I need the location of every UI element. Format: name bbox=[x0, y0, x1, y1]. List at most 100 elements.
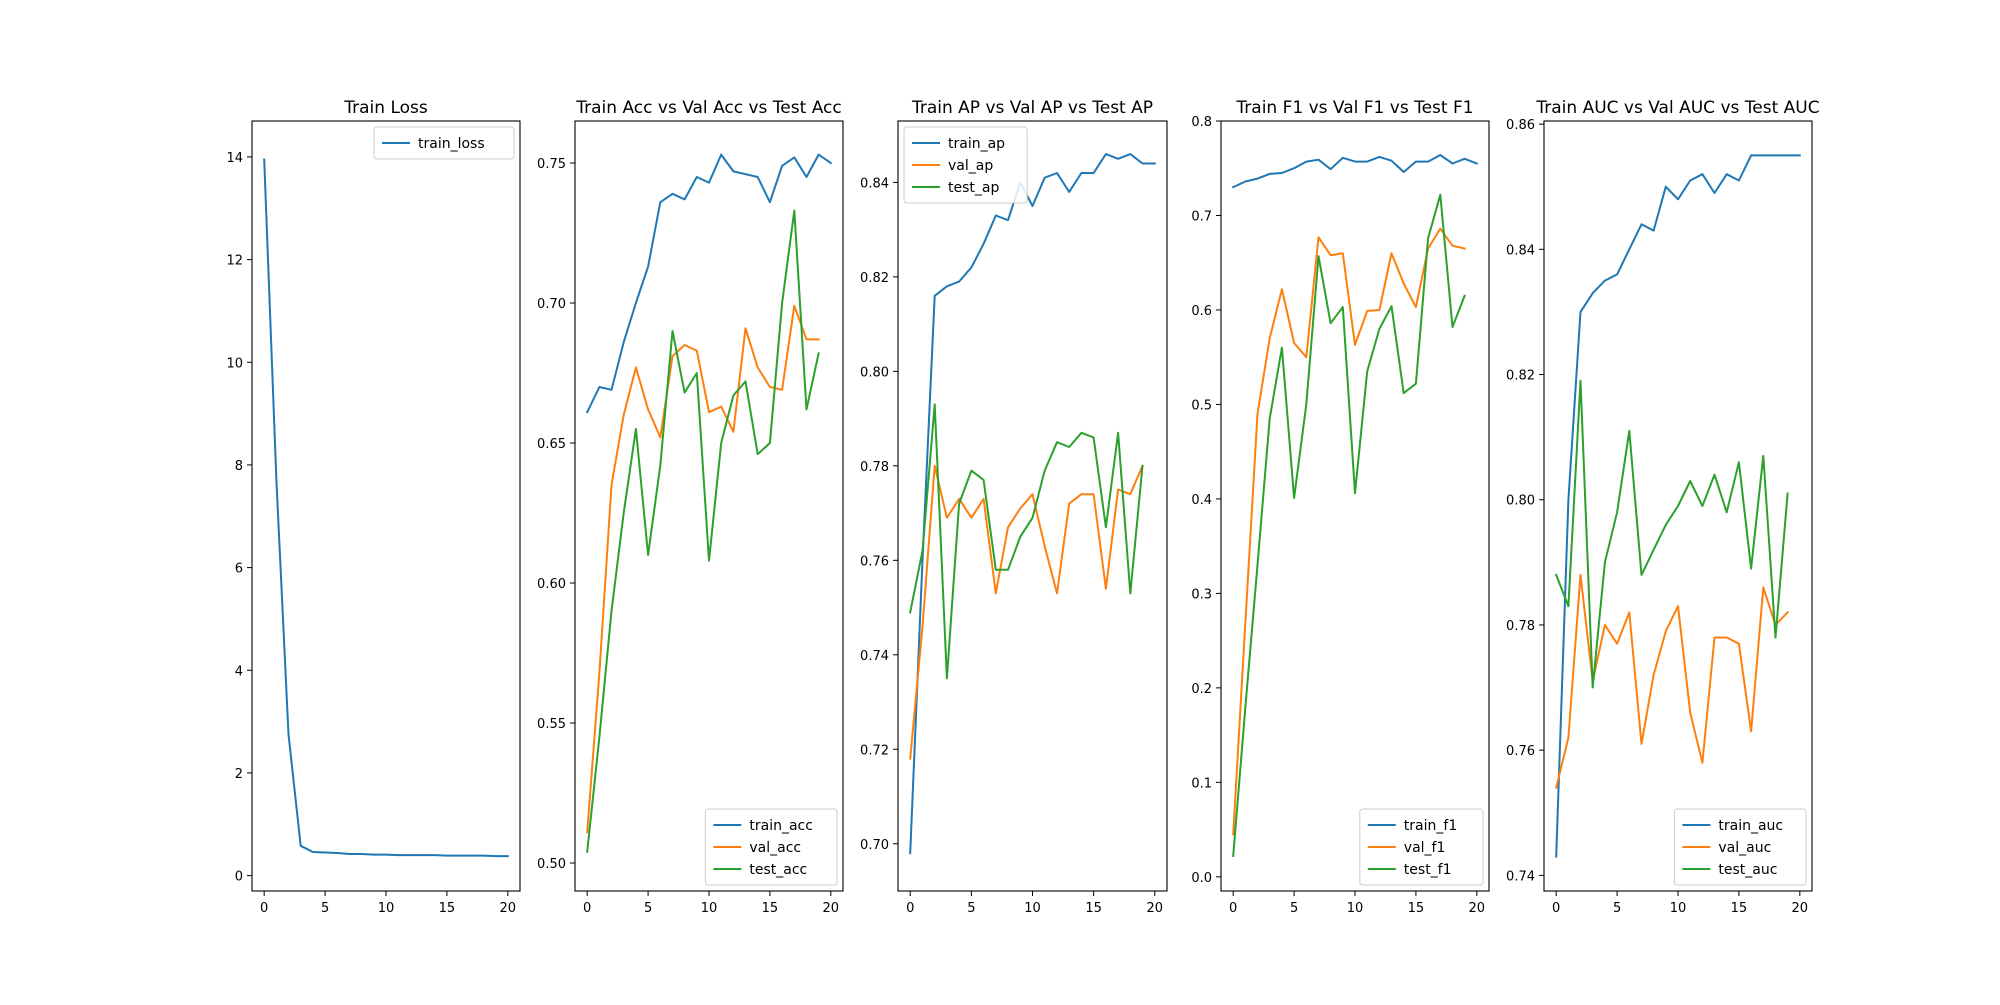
series-line-test_auc bbox=[1554, 379, 1789, 689]
legend: train_loss bbox=[373, 126, 515, 160]
subplot-title: Train AP vs Val AP vs Test AP bbox=[911, 98, 1153, 118]
series-line-test_ap bbox=[909, 403, 1144, 680]
legend-label-train_ap: train_ap bbox=[948, 136, 1005, 152]
x-tick-label: 0 bbox=[1552, 901, 1560, 916]
series-line-train_ap bbox=[909, 153, 1156, 855]
x-tick-label: 10 bbox=[701, 901, 718, 916]
y-tick-label: 4 bbox=[235, 664, 243, 679]
legend-label-train_auc: train_auc bbox=[1718, 818, 1783, 834]
y-tick-label: 0.65 bbox=[537, 437, 566, 452]
x-tick-label: 0 bbox=[583, 901, 591, 916]
series-line-test_acc bbox=[586, 209, 820, 853]
legend: train_f1 val_f1 test_f1 bbox=[1359, 808, 1484, 886]
x-tick-label: 10 bbox=[1347, 901, 1364, 916]
x-tick-label: 15 bbox=[1731, 901, 1748, 916]
y-tick-label: 0.2 bbox=[1191, 682, 1212, 697]
y-tick-label: 0.60 bbox=[537, 577, 566, 592]
y-tick-label: 0.4 bbox=[1191, 493, 1212, 508]
legend-label-val_ap: val_ap bbox=[948, 158, 993, 174]
series-line-test_f1 bbox=[1232, 193, 1466, 858]
x-tick-label: 5 bbox=[1613, 901, 1621, 916]
x-tick-label: 20 bbox=[1792, 901, 1809, 916]
legend-label-val_acc: val_acc bbox=[749, 840, 801, 856]
legend-label-val_f1: val_f1 bbox=[1404, 840, 1446, 856]
legend-label-test_auc: test_auc bbox=[1718, 862, 1777, 878]
x-tick-label: 0 bbox=[260, 901, 268, 916]
legend-box bbox=[1359, 808, 1484, 886]
legend: train_acc val_acc test_acc bbox=[704, 808, 838, 886]
series-line-train_auc bbox=[1555, 154, 1801, 858]
series-line-train_loss bbox=[263, 158, 509, 858]
y-tick-label: 0.86 bbox=[1506, 118, 1535, 133]
legend-label-val_auc: val_auc bbox=[1718, 840, 1771, 856]
subplot-title: Train F1 vs Val F1 vs Test F1 bbox=[1235, 98, 1473, 118]
series-line-val_acc bbox=[586, 304, 820, 834]
y-tick-label: 0.82 bbox=[1506, 369, 1535, 384]
series-line-train_acc bbox=[585, 153, 833, 414]
x-tick-label: 20 bbox=[1469, 901, 1486, 916]
legend-label-test_f1: test_f1 bbox=[1404, 862, 1452, 878]
series-line-val_ap bbox=[909, 464, 1144, 760]
subplot-2: Train Acc vs Val Acc vs Test Acc 0 5 10 15 20… bbox=[537, 98, 844, 916]
y-tick-label: 0.8 bbox=[1191, 115, 1212, 130]
legend-label-test_ap: test_ap bbox=[948, 180, 999, 196]
legend-label-train_f1: train_f1 bbox=[1404, 818, 1457, 834]
x-tick-label: 20 bbox=[500, 901, 517, 916]
x-tick-label: 5 bbox=[644, 901, 652, 916]
subplot-5: Train AUC vs Val AUC vs Test AUC 0 5 10 15 20… bbox=[1506, 98, 1820, 916]
y-tick-label: 0.75 bbox=[537, 157, 566, 172]
x-tick-label: 0 bbox=[906, 901, 914, 916]
series-line-train_f1 bbox=[1231, 154, 1479, 189]
y-tick-label: 0 bbox=[235, 870, 243, 885]
legend-box bbox=[704, 808, 838, 886]
y-tick-label: 2 bbox=[235, 767, 243, 782]
subplot-1: Train Loss 0 5 10 15 20 0 2 4 6 8 10 12 14 train_loss bbox=[226, 98, 521, 916]
x-tick-label: 15 bbox=[1085, 901, 1102, 916]
y-tick-label: 0.50 bbox=[537, 857, 566, 872]
y-tick-label: 14 bbox=[226, 151, 243, 166]
subplot-title: Train AUC vs Val AUC vs Test AUC bbox=[1535, 98, 1819, 118]
y-tick-label: 0.78 bbox=[1506, 619, 1535, 634]
y-tick-label: 0.76 bbox=[1506, 744, 1535, 759]
x-tick-label: 15 bbox=[439, 901, 456, 916]
legend-label-test_acc: test_acc bbox=[749, 862, 807, 878]
y-tick-label: 0.55 bbox=[537, 717, 566, 732]
subplot-4: Train F1 vs Val F1 vs Test F1 0 5 10 15 20 0.0… bbox=[1191, 98, 1490, 916]
y-tick-label: 0.78 bbox=[860, 460, 889, 475]
legend-box bbox=[903, 126, 1028, 204]
y-tick-label: 6 bbox=[235, 562, 243, 577]
x-tick-label: 15 bbox=[1408, 901, 1425, 916]
subplot-title: Train Loss bbox=[343, 98, 428, 118]
y-tick-label: 0.74 bbox=[860, 649, 889, 664]
y-tick-label: 0.84 bbox=[1506, 243, 1535, 258]
x-tick-label: 10 bbox=[1024, 901, 1041, 916]
legend-box bbox=[1673, 808, 1807, 886]
y-tick-label: 10 bbox=[226, 356, 243, 371]
y-tick-label: 0.7 bbox=[1191, 209, 1212, 224]
x-tick-label: 20 bbox=[1146, 901, 1163, 916]
y-tick-label: 0.1 bbox=[1191, 776, 1212, 791]
x-tick-label: 0 bbox=[1229, 901, 1237, 916]
y-tick-label: 0.76 bbox=[860, 554, 889, 569]
y-tick-label: 0.70 bbox=[537, 297, 566, 312]
subplot-3: Train AP vs Val AP vs Test AP 0 5 10 15 20 0.7… bbox=[860, 98, 1168, 916]
y-tick-label: 0.5 bbox=[1191, 398, 1212, 413]
legend-label-train_acc: train_acc bbox=[749, 818, 813, 834]
subplot-title: Train Acc vs Val Acc vs Test Acc bbox=[575, 98, 841, 118]
legend: train_auc val_auc test_auc bbox=[1673, 808, 1807, 886]
x-tick-label: 5 bbox=[967, 901, 975, 916]
y-tick-label: 12 bbox=[226, 254, 243, 269]
x-tick-label: 20 bbox=[823, 901, 840, 916]
y-tick-label: 0.0 bbox=[1191, 871, 1212, 886]
y-tick-label: 0.84 bbox=[860, 176, 889, 191]
x-tick-label: 5 bbox=[1290, 901, 1298, 916]
x-tick-label: 5 bbox=[321, 901, 329, 916]
y-tick-label: 0.70 bbox=[860, 838, 889, 853]
y-tick-label: 0.80 bbox=[860, 365, 889, 380]
legend: train_ap val_ap test_ap bbox=[903, 126, 1028, 204]
y-tick-label: 0.72 bbox=[860, 743, 889, 758]
y-tick-label: 0.80 bbox=[1506, 494, 1535, 509]
x-tick-label: 10 bbox=[378, 901, 395, 916]
